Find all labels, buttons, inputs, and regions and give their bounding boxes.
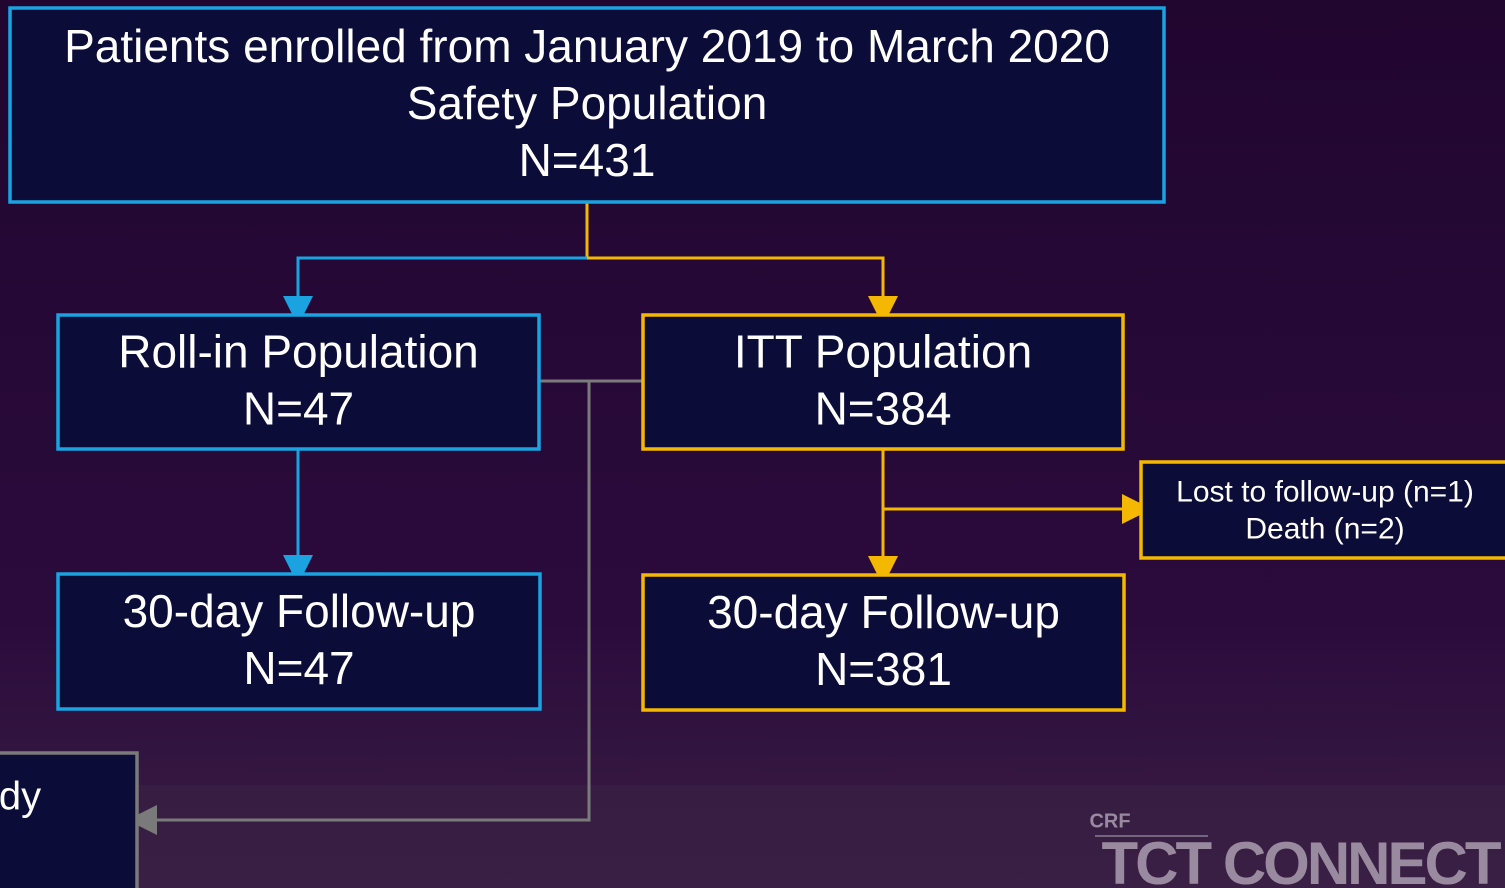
logo-large: TCT CONNECT: [1102, 830, 1501, 888]
node-label: N=47: [243, 383, 354, 435]
connector: [283, 256, 587, 326]
node-label: 30-day Follow-up: [707, 586, 1060, 638]
node-label: dy: [0, 775, 41, 819]
node-box: [641, 313, 1125, 451]
node-box: [56, 572, 542, 711]
connectors: [142, 202, 1152, 820]
nodes: Patients enrolled from January 2019 to M…: [0, 6, 1505, 888]
node-label: Lost to follow-up (n=1): [1176, 475, 1474, 508]
logo-small: CRF: [1089, 810, 1130, 832]
connector: [585, 202, 898, 326]
node-box: [8, 6, 1166, 204]
node-label: N=381: [815, 643, 952, 695]
node-label: N=431: [519, 134, 656, 186]
node-label: 30-day Follow-up: [123, 585, 476, 637]
node-label: Death (n=2): [1245, 512, 1404, 545]
node-label: ITT Population: [734, 326, 1032, 378]
node-label: Roll-in Population: [118, 326, 479, 378]
node-box: [0, 751, 139, 888]
node-label: N=384: [815, 383, 952, 435]
node-box: [56, 313, 541, 451]
logo: CRF TCT CONNECT: [1089, 810, 1503, 888]
footer-band: [0, 785, 1505, 888]
node-box: [1139, 460, 1505, 560]
node-label: N=47: [243, 642, 354, 694]
node-box: [641, 573, 1126, 712]
connector: [142, 379, 643, 820]
node-label: Patients enrolled from January 2019 to M…: [64, 20, 1110, 72]
node-label: Safety Population: [407, 77, 768, 129]
